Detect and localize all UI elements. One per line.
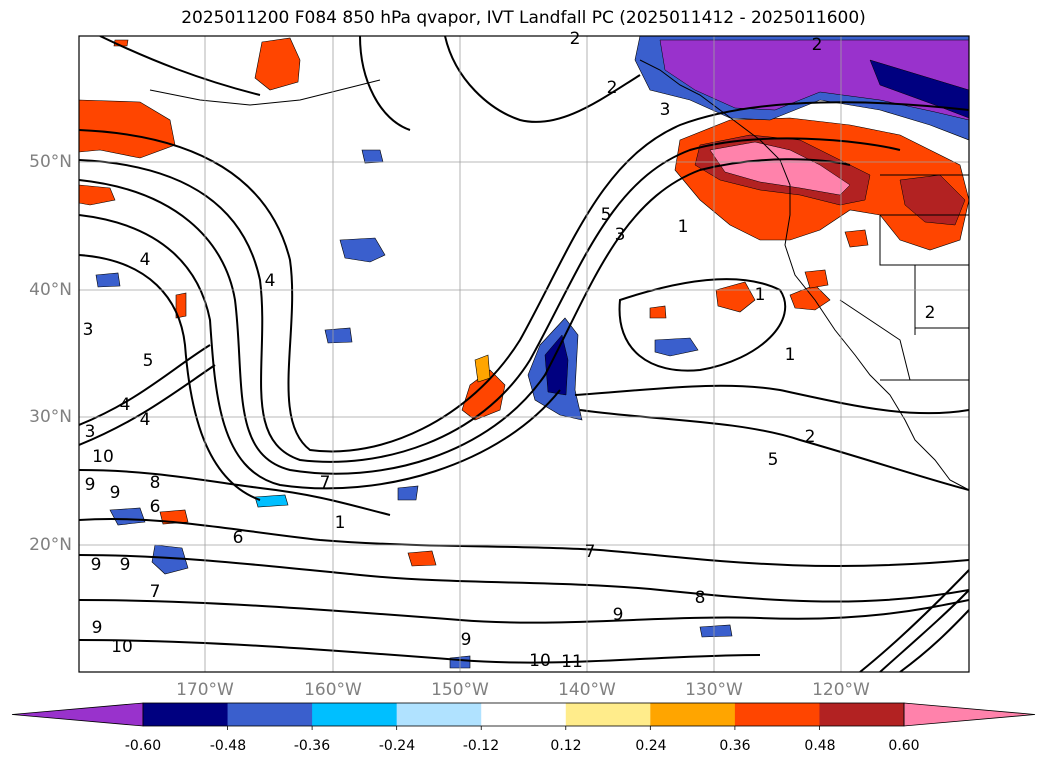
colorbar-frame — [142, 702, 905, 727]
contour-label: 2 — [812, 35, 823, 55]
lat-label: 50°N — [29, 152, 72, 172]
lon-label: 120°W — [812, 680, 870, 700]
colorbar-tick-label: 0.60 — [888, 738, 920, 754]
contour-label: 9 — [85, 475, 96, 495]
lat-label: 40°N — [29, 280, 72, 300]
contour-label: 5 — [601, 205, 612, 225]
contour-label: 1 — [785, 345, 796, 365]
contour-label: 9 — [613, 605, 624, 625]
colorbar-tick-label: 0.48 — [804, 738, 836, 754]
colorbar-segment — [396, 703, 482, 726]
contour-label: 7 — [585, 542, 596, 562]
lon-label: 150°W — [431, 680, 489, 700]
contour-label: 2 — [925, 303, 936, 323]
colorbar-segment — [650, 703, 736, 726]
contour-label: 4 — [140, 410, 151, 430]
colorbar-extend-low — [11, 702, 144, 727]
map-title: 2025011200 F084 850 hPa qvapor, IVT Land… — [181, 8, 866, 28]
colorbar-tick-label: 0.12 — [550, 738, 582, 754]
colorbar-segment — [734, 703, 820, 726]
contour-lines — [79, 36, 969, 672]
contour-label: 8 — [150, 473, 161, 493]
colorbar-tick-label: -0.12 — [462, 738, 500, 754]
positive-anomaly-regions — [79, 37, 969, 567]
contour-label: 11 — [561, 652, 583, 672]
colorbar-tick-label: 0.24 — [635, 738, 667, 754]
coastlines — [149, 59, 969, 491]
colorbar-tick-label: -0.48 — [209, 738, 247, 754]
contour-label: 3 — [615, 225, 626, 245]
contour-label: 7 — [320, 473, 331, 493]
contour-label: 9 — [120, 555, 131, 575]
lon-label: 170°W — [176, 680, 234, 700]
contour-label: 5 — [768, 450, 779, 470]
colorbar-segment — [312, 703, 398, 726]
contour-label: 1 — [755, 285, 766, 305]
colorbar-segment — [481, 703, 567, 726]
plot-frame — [78, 35, 970, 673]
contour-label: 2 — [805, 427, 816, 447]
contour-label: 8 — [695, 588, 706, 608]
contour-label: 6 — [150, 497, 161, 517]
lon-label: 140°W — [558, 680, 616, 700]
contour-label: 9 — [92, 618, 103, 638]
colorbar — [11, 702, 1036, 730]
colorbar-segment — [565, 703, 651, 726]
contour-label: 1 — [678, 217, 689, 237]
contour-label: 9 — [110, 483, 121, 503]
lat-label: 20°N — [29, 535, 72, 555]
contour-label: 4 — [120, 395, 131, 415]
contour-label: 3 — [85, 422, 96, 442]
contour-label: 10 — [92, 447, 114, 467]
contour-label: 9 — [91, 555, 102, 575]
contour-label: 10 — [111, 637, 133, 657]
colorbar-segment — [819, 703, 905, 726]
contour-label: 6 — [233, 528, 244, 548]
contour-label: 2 — [607, 78, 618, 98]
colorbar-segment — [143, 703, 229, 726]
contour-label-group: 2 2 2 3 4 5 3 1 1 1 2 5 4 3 4 5 4 3 10 9… — [83, 29, 936, 672]
gridlines — [79, 36, 969, 672]
contour-label: 3 — [83, 320, 94, 340]
contour-label: 1 — [335, 513, 346, 533]
contour-label: 4 — [265, 271, 276, 291]
contour-label: 9 — [461, 630, 472, 650]
colorbar-tick-label: -0.36 — [293, 738, 331, 754]
lon-label: 130°W — [685, 680, 743, 700]
colorbar-tick-label: -0.60 — [124, 738, 162, 754]
contour-label: 7 — [150, 582, 161, 602]
contour-label: 4 — [140, 250, 151, 270]
contour-label: 5 — [143, 351, 154, 371]
contour-label: 3 — [660, 100, 671, 120]
lon-label: 160°W — [304, 680, 362, 700]
lat-label: 30°N — [29, 407, 72, 427]
colorbar-tick-label: 0.36 — [719, 738, 751, 754]
contour-label: 2 — [570, 29, 581, 49]
colorbar-segment — [227, 703, 313, 726]
colorbar-extend-high — [903, 702, 1036, 727]
colorbar-tick-label: -0.24 — [378, 738, 416, 754]
contour-label: 10 — [529, 651, 551, 671]
negative-anomaly-regions — [95, 36, 969, 669]
